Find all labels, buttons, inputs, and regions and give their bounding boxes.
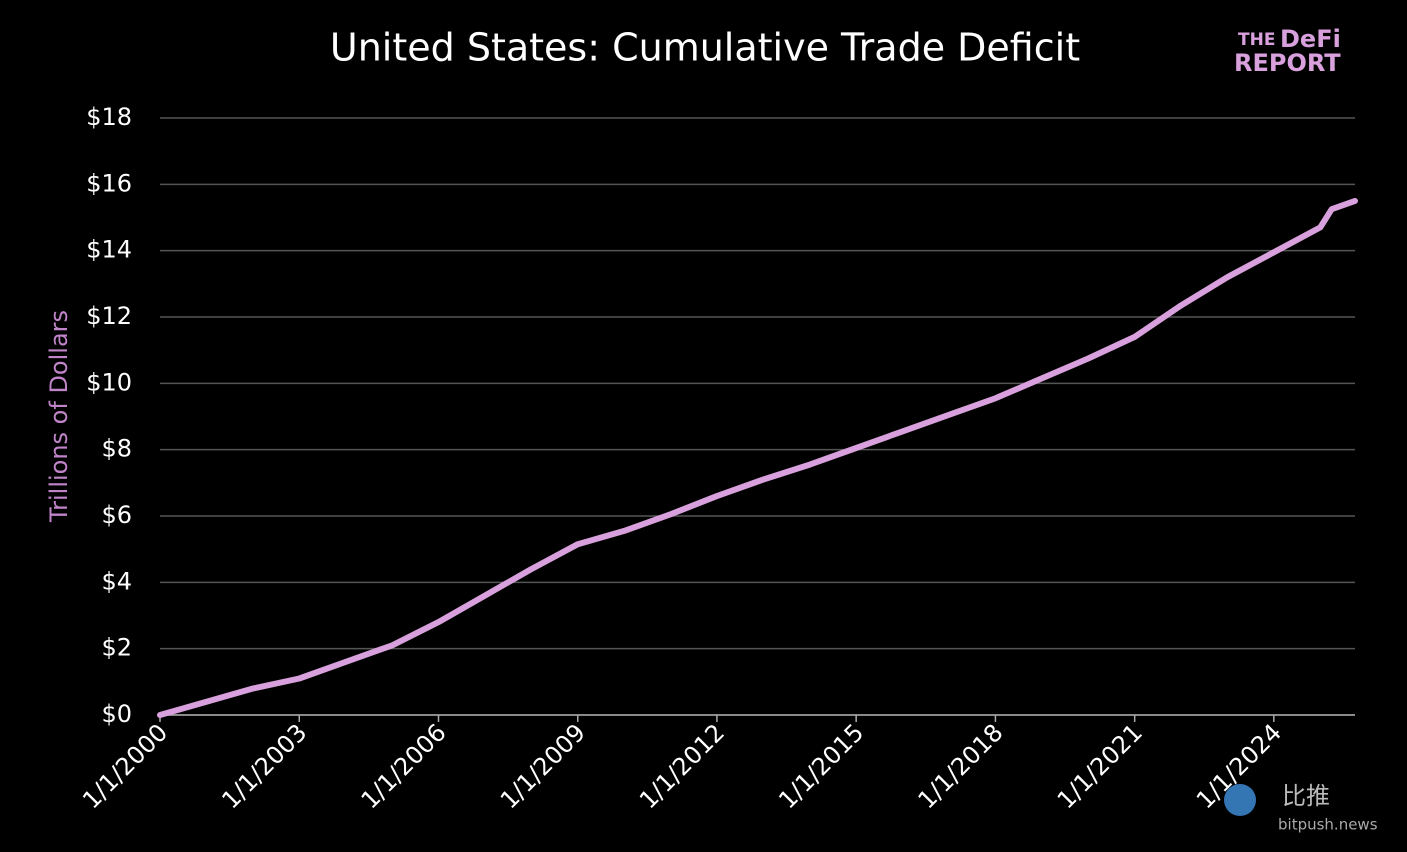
logo-text: REPORT <box>1234 49 1341 77</box>
line <box>157 197 1358 718</box>
watermark-text: 比推 <box>1282 782 1330 810</box>
y-tick-label: $0 <box>101 700 132 728</box>
y-tick-label: $10 <box>86 368 132 396</box>
logo: THE DeFi REPORT <box>1234 25 1341 77</box>
logo-text: DeFi <box>1280 25 1341 53</box>
watermark: 比推 bitpush.news <box>1224 782 1378 834</box>
watermark-text: bitpush.news <box>1278 816 1378 834</box>
chart-title: United States: Cumulative Trade Deficit <box>330 26 1080 70</box>
y-tick-label: $6 <box>101 501 132 529</box>
logo-text: THE <box>1238 30 1275 50</box>
y-tick-label: $4 <box>101 567 132 595</box>
y-tick-label: $8 <box>101 435 132 463</box>
y-tick-label: $14 <box>86 236 132 264</box>
y-tick-label: $18 <box>86 103 132 131</box>
y-tick-label: $12 <box>86 302 132 330</box>
y-tick-label: $16 <box>86 169 132 197</box>
watermark-icon <box>1224 784 1256 816</box>
y-axis-label: Trillions of Dollars <box>45 310 73 523</box>
y-tick-label: $2 <box>101 634 132 662</box>
